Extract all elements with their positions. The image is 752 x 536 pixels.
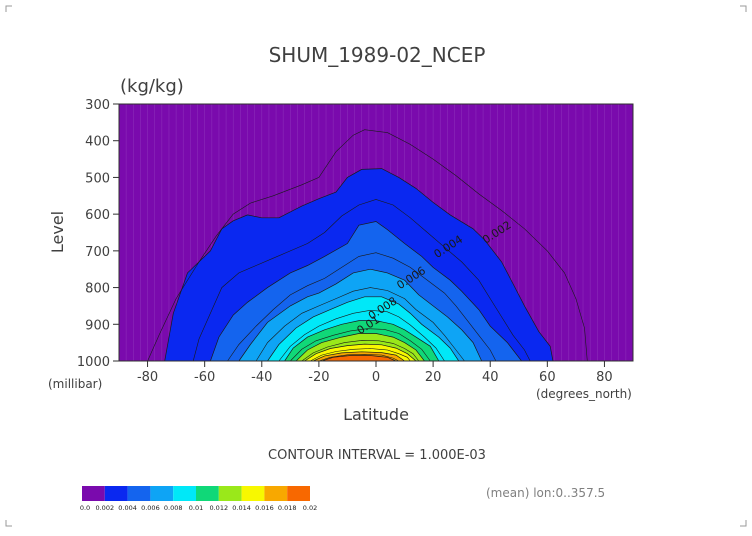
- colorbar-label: 0.004: [118, 504, 137, 512]
- colorbar-swatch: [173, 486, 196, 501]
- colorbar-label: 0.014: [232, 504, 251, 512]
- page-corner-marks: [5, 5, 747, 527]
- y-tick-label: 700: [85, 245, 110, 260]
- colorbar-label: 0.016: [255, 504, 274, 512]
- contour-line-0.005: [227, 252, 497, 362]
- colorbar-swatch: [196, 486, 219, 501]
- contour-line-0.001: [147, 129, 588, 362]
- colorbar-swatch: [241, 486, 265, 501]
- footer-mean-lon: (mean) lon:0..357.5: [486, 486, 605, 500]
- colorbar-label: 0.01: [189, 504, 203, 512]
- chart-title: SHUM_1989-02_NCEP: [269, 43, 486, 67]
- colorbar-swatch: [104, 486, 128, 501]
- y-unit-label: (millibar): [48, 377, 102, 391]
- contour-interval-text: CONTOUR INTERVAL = 1.000E-03: [268, 448, 486, 463]
- y-axis: 300 400 500 600 700 800 900 1000: [77, 98, 119, 370]
- units-label: (kg/kg): [120, 76, 184, 97]
- contour-line-0.011: [290, 328, 431, 362]
- x-tick-label: -60: [194, 370, 215, 385]
- contour-line-0.003: [192, 199, 531, 362]
- y-tick-label: 1000: [77, 355, 110, 370]
- x-tick-label: -40: [251, 370, 272, 385]
- colorbar-swatch: [127, 486, 151, 501]
- y-tick-label: 800: [85, 282, 110, 297]
- contour-line-0.007: [255, 287, 465, 362]
- y-tick-label: 500: [85, 171, 110, 186]
- contour-line-0.013: [301, 340, 420, 362]
- x-tick-label: 0: [372, 370, 380, 385]
- colorbar-swatch: [287, 486, 310, 501]
- colorbar-label: 0.006: [141, 504, 160, 512]
- colorbar-label: 0.008: [164, 504, 183, 512]
- colorbar-legend: 0.0 0.002 0.004 0.006 0.008 0.01 0.012 0.014 0.0…: [80, 486, 317, 512]
- x-unit-label: (degrees_north): [536, 387, 632, 401]
- contour-line-0.009: [278, 309, 445, 362]
- y-tick-label: 300: [85, 98, 110, 113]
- colorbar-swatch: [218, 486, 242, 501]
- y-axis-label: Level: [48, 211, 67, 253]
- x-tick-label: -20: [308, 370, 329, 385]
- y-tick-label: 400: [85, 135, 110, 150]
- contour-line-0.015: [310, 348, 411, 362]
- colorbar-label: 0.012: [209, 504, 228, 512]
- plot-area: [118, 103, 634, 362]
- x-tick-label: 80: [596, 370, 613, 385]
- colorbar-swatch: [82, 486, 105, 501]
- x-tick-label: 20: [425, 370, 442, 385]
- x-tick-label: 40: [482, 370, 499, 385]
- colorbar-swatch: [264, 486, 288, 501]
- colorbar-label: 0.02: [303, 504, 317, 512]
- y-tick-label: 900: [85, 318, 110, 333]
- x-tick-label: 60: [539, 370, 556, 385]
- colorbar-label: 0.0: [80, 504, 90, 512]
- contour-line-0.017: [318, 354, 399, 362]
- x-axis-label: Latitude: [343, 405, 409, 424]
- y-tick-label: 600: [85, 208, 110, 223]
- colorbar-label: 0.002: [95, 504, 114, 512]
- x-tick-label: -80: [137, 370, 158, 385]
- colorbar-swatch: [150, 486, 174, 501]
- colorbar-label: 0.018: [278, 504, 297, 512]
- x-axis: -80 -60 -40 -20 0 20 40 60 80: [137, 361, 613, 385]
